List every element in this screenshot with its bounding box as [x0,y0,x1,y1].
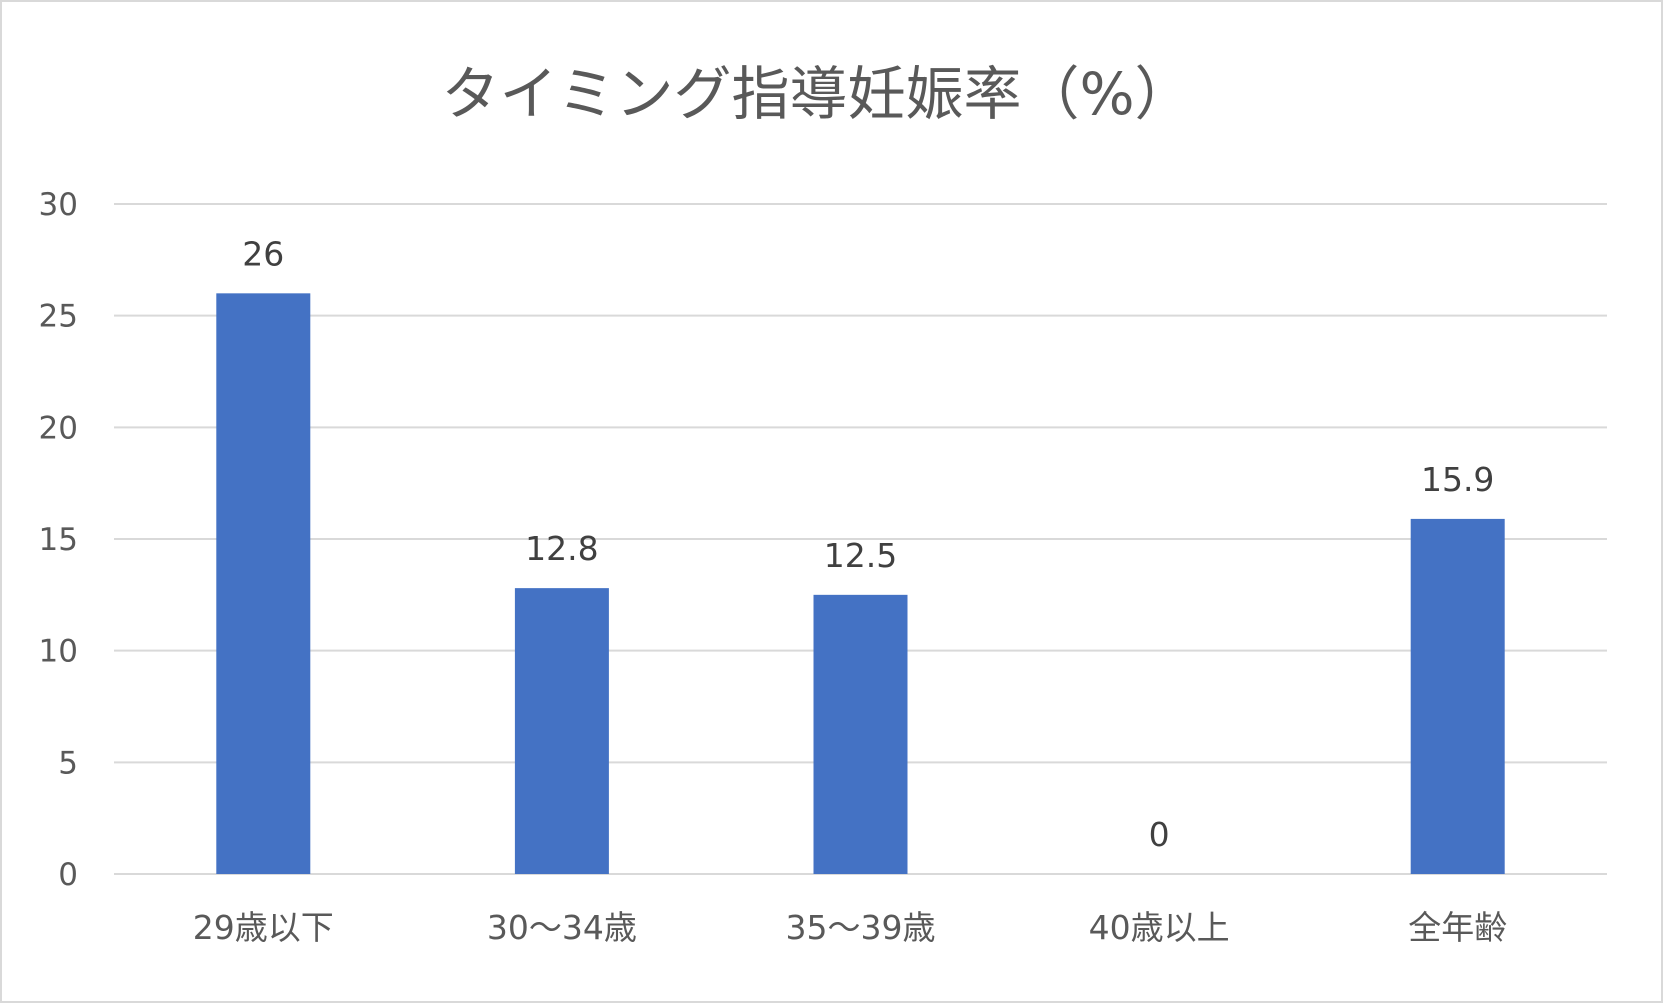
y-tick-label: 30 [39,187,78,223]
data-label: 15.9 [1421,460,1494,499]
bar [216,293,311,874]
y-tick-label: 10 [39,634,78,670]
y-tick-label: 0 [58,857,78,893]
y-tick-label: 5 [58,745,78,781]
y-tick-label: 25 [39,299,78,335]
x-tick-label: 30〜34歳 [487,908,637,947]
x-tick-label: 35〜39歳 [786,908,936,947]
x-tick-label: 全年齢 [1408,908,1507,947]
x-tick-label: 29歳以下 [193,908,334,947]
value-labels: 26 12.8 12.5 0 15.9 [242,234,1494,854]
data-label: 0 [1149,815,1170,854]
data-label: 12.5 [824,536,897,575]
bar [514,588,609,874]
x-axis-categories: 29歳以下 30〜34歳 35〜39歳 40歳以上 全年齢 [193,908,1507,947]
x-tick-label: 40歳以上 [1089,908,1230,947]
y-tick-label: 15 [39,522,78,558]
chart-title: タイミング指導妊娠率（%） [441,60,1192,128]
data-label: 26 [242,234,284,273]
y-tick-label: 20 [39,410,78,446]
data-label: 12.8 [525,529,598,568]
bar [1410,518,1505,874]
y-axis-ticks: 0 5 10 15 20 25 30 [39,187,78,893]
bars [216,293,1505,874]
bar [813,594,908,874]
